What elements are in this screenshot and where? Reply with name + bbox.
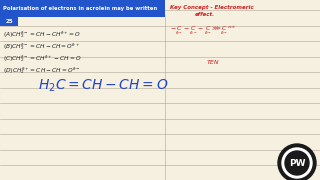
Text: TEN: TEN (207, 60, 219, 64)
Text: 25: 25 (5, 19, 13, 24)
Bar (0, 17, 18, 26)
Circle shape (278, 144, 316, 180)
Text: $(C)CH_2^{\delta-}=CH^{\delta+}-CH=O$: $(C)CH_2^{\delta-}=CH^{\delta+}-CH=O$ (3, 54, 82, 64)
Text: effect.: effect. (195, 12, 215, 17)
Circle shape (282, 148, 312, 178)
Text: Polarisation of electrons in acrolein may be written: Polarisation of electrons in acrolein ma… (3, 6, 157, 11)
Text: $-\underset{\delta^-}{C}-\underset{\delta^-}{C}-\underset{\delta^-}{C}\!\ggg\!\u: $-\underset{\delta^-}{C}-\underset{\delt… (170, 24, 236, 37)
Text: $(D)CH_2^{\delta+}=CH-CH=O^{\delta-}$: $(D)CH_2^{\delta+}=CH-CH=O^{\delta-}$ (3, 66, 81, 76)
Text: Key Concept - Electromeric: Key Concept - Electromeric (170, 4, 254, 10)
Text: $(B)CH_2^{\delta-}=CH-CH=O^{\delta+}$: $(B)CH_2^{\delta-}=CH-CH=O^{\delta+}$ (3, 42, 80, 52)
Text: $(A)CH_2^{\delta-}=CH-CH^{\delta+}=O$: $(A)CH_2^{\delta-}=CH-CH^{\delta+}=O$ (3, 30, 81, 40)
Text: $H_2C=CH-CH=O$: $H_2C=CH-CH=O$ (38, 78, 168, 94)
Circle shape (285, 151, 309, 175)
Bar (0, 0, 165, 17)
Text: PW: PW (289, 159, 305, 168)
